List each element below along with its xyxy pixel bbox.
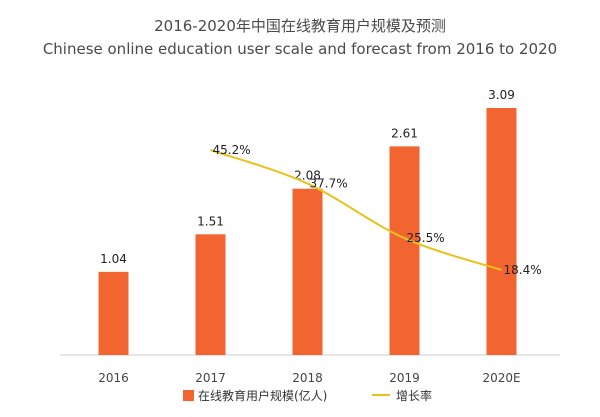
x-tick-label: 2017 [195,371,226,385]
x-tick-label: 2020E [482,371,520,385]
bar-value-label: 1.51 [197,214,224,228]
bar [195,234,226,355]
growth-rate-line [210,149,502,271]
bar [292,188,323,355]
bar-value-label: 2.61 [391,126,418,140]
bar-value-label: 1.04 [100,252,127,266]
bar-value-label: 2.08 [294,169,321,183]
x-tick-label: 2019 [389,371,420,385]
chart-subtitle: Chinese online education user scale and … [42,40,558,58]
bar-value-labels: 1.04 1.51 2.08 2.61 3.09 [100,88,515,266]
bar [486,108,517,355]
rate-value-label: 37.7% [310,177,348,191]
bar-value-label: 3.09 [488,88,515,102]
rate-value-label: 25.5% [407,231,445,245]
legend-line-label: 增长率 [396,388,432,403]
x-tick-label: 2016 [98,371,129,385]
legend: 在线教育用户规模(亿人) 增长率 [183,388,432,403]
legend-bar-swatch [183,390,194,401]
legend-bar-label: 在线教育用户规模(亿人) [198,388,327,403]
x-tick-labels: 2016 2017 2018 2019 2020E [98,371,520,385]
rate-value-label: 45.2% [213,143,251,157]
bar-series [98,108,517,355]
rate-value-label: 18.4% [504,263,542,277]
chart-title: 2016-2020年中国在线教育用户规模及预测 [154,17,446,35]
bar [389,146,420,355]
bar [98,271,129,355]
x-tick-label: 2018 [292,371,323,385]
growth-rate-labels: 45.2% 37.7% 25.5% 18.4% [213,143,542,277]
